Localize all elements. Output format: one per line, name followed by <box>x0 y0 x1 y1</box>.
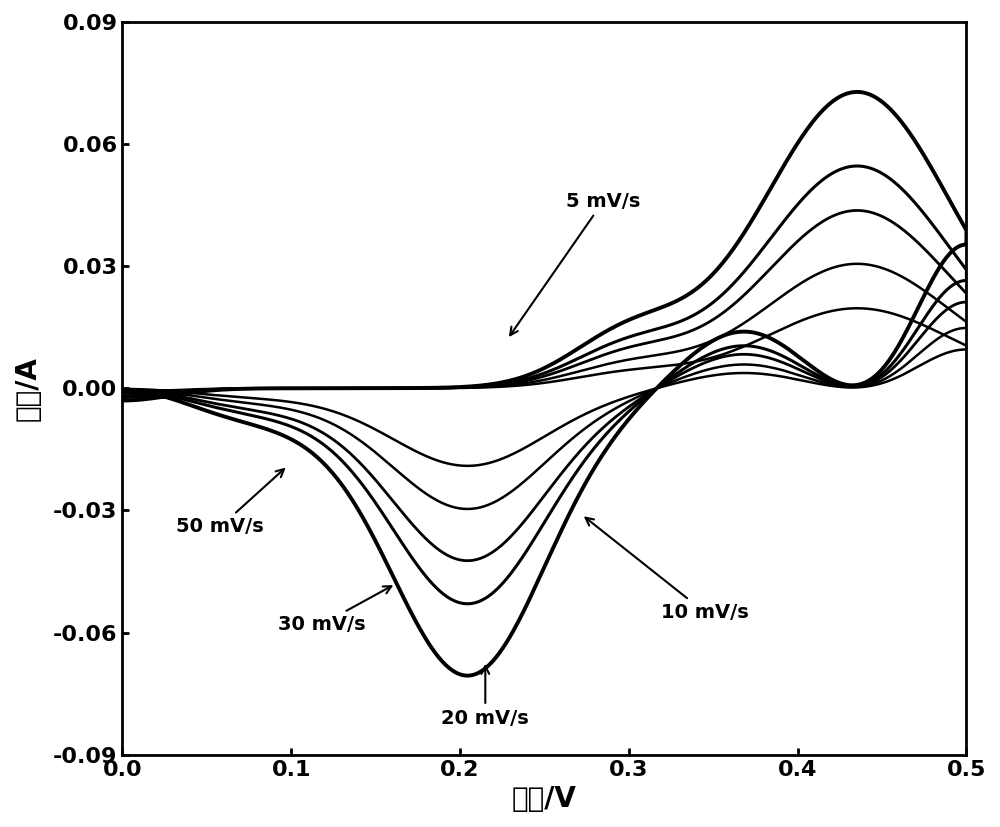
Text: 50 mV/s: 50 mV/s <box>176 469 284 536</box>
Text: 10 mV/s: 10 mV/s <box>586 518 749 622</box>
Text: 20 mV/s: 20 mV/s <box>441 667 529 728</box>
X-axis label: 电压/V: 电压/V <box>512 785 577 813</box>
Y-axis label: 电流/A: 电流/A <box>14 356 42 421</box>
Text: 30 mV/s: 30 mV/s <box>278 586 391 634</box>
Text: 5 mV/s: 5 mV/s <box>510 192 641 335</box>
